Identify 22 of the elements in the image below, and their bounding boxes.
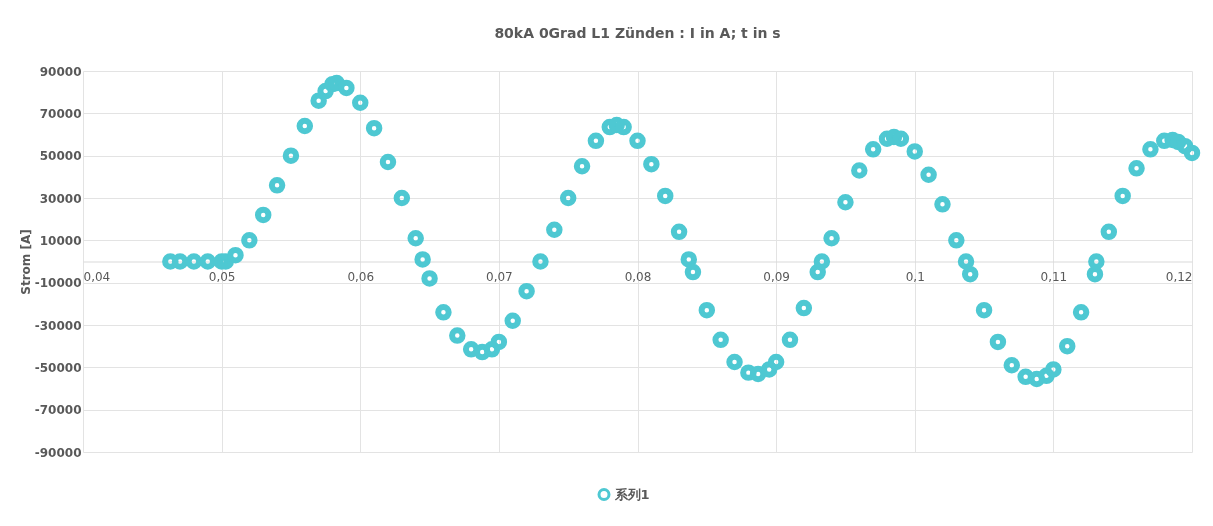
y-tick-label: -90000 [34, 445, 82, 460]
x-tick-label: 0,06 [347, 270, 375, 284]
y-tick-label: -70000 [34, 403, 82, 418]
x-tick-label: 0,11 [1040, 270, 1068, 284]
y-tick-label: 50000 [39, 149, 82, 164]
y-tick-label: -50000 [34, 360, 82, 375]
y-tick-label: 30000 [39, 191, 82, 206]
x-tick-label: 0,1 [905, 270, 925, 284]
x-tick-label: 0,09 [763, 270, 790, 284]
x-tick-label: 0,05 [208, 270, 236, 284]
y-axis-title: Strom [A] [18, 229, 33, 295]
chart-title: 80kA 0Grad L1 Zünden : I in A; t in s [494, 25, 781, 41]
legend-label: 系列1 [613, 486, 650, 502]
y-tick-label: -30000 [34, 318, 82, 333]
x-tick-label: 0,07 [486, 270, 513, 284]
x-tick-label: 0,04 [83, 270, 111, 284]
x-tick-label: 0,12 [1165, 270, 1193, 284]
y-tick-label: -10000 [34, 276, 82, 291]
y-tick-label: 10000 [39, 233, 82, 248]
y-tick-label: 70000 [39, 106, 82, 121]
x-tick-label: 0,08 [624, 270, 652, 284]
y-tick-label: 90000 [39, 64, 82, 79]
